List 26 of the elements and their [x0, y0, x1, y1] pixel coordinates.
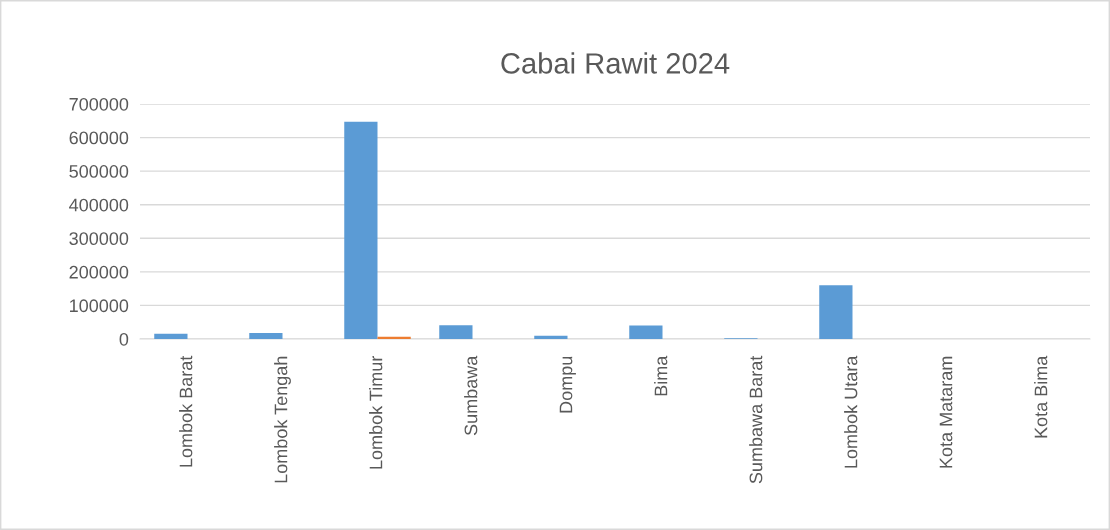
x-tick-label: Lombok Utara — [844, 355, 858, 468]
y-tick-label: 400000 — [69, 198, 129, 212]
bar — [819, 285, 853, 339]
y-tick-label: 500000 — [69, 165, 129, 178]
bar — [154, 333, 188, 339]
bar — [439, 325, 473, 339]
y-tick-label: 600000 — [69, 131, 129, 145]
x-tick-label: Dompu — [559, 356, 576, 413]
x-tick-label: Lombok Tengah — [274, 356, 291, 483]
y-tick-label: 700000 — [69, 97, 129, 111]
bar — [249, 332, 283, 339]
x-tick-label: Bima — [654, 355, 668, 396]
x-tick-label: Sumbawa Barat — [749, 355, 763, 484]
x-tick-label: Lombok Barat — [179, 355, 193, 467]
bar — [534, 335, 568, 339]
chart-title: Cabai Rawit 2024 — [501, 52, 730, 74]
x-tick-label: Kota Mataram — [939, 356, 953, 468]
x-tick-label: Kota Bima — [1034, 355, 1048, 438]
y-tick-label: 100000 — [70, 299, 129, 313]
y-tick-label: 0 — [119, 332, 129, 346]
bar — [344, 121, 378, 339]
y-tick-label: 200000 — [69, 265, 129, 279]
x-tick-label: Sumbawa — [464, 355, 478, 436]
x-tick-label: Lombok Timur — [369, 355, 383, 469]
y-tick-label: 300000 — [69, 232, 129, 246]
bar — [629, 325, 663, 339]
